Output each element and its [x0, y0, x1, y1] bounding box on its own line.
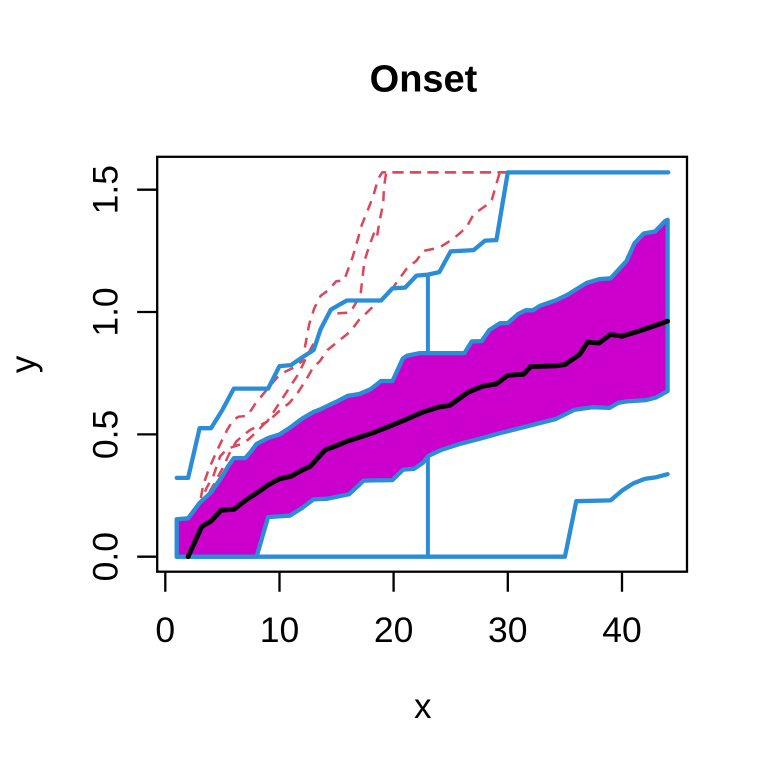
- svg-text:10: 10: [260, 610, 300, 650]
- svg-text:y: y: [4, 355, 43, 373]
- svg-text:40: 40: [602, 610, 642, 650]
- svg-text:0.5: 0.5: [86, 410, 126, 459]
- svg-text:Onset: Onset: [370, 59, 478, 101]
- svg-text:30: 30: [488, 610, 528, 650]
- svg-text:1.0: 1.0: [86, 287, 126, 336]
- svg-text:20: 20: [374, 610, 414, 650]
- svg-text:x: x: [414, 687, 432, 726]
- svg-text:1.5: 1.5: [86, 165, 126, 214]
- svg-text:0: 0: [155, 610, 175, 650]
- svg-text:0.0: 0.0: [86, 532, 126, 581]
